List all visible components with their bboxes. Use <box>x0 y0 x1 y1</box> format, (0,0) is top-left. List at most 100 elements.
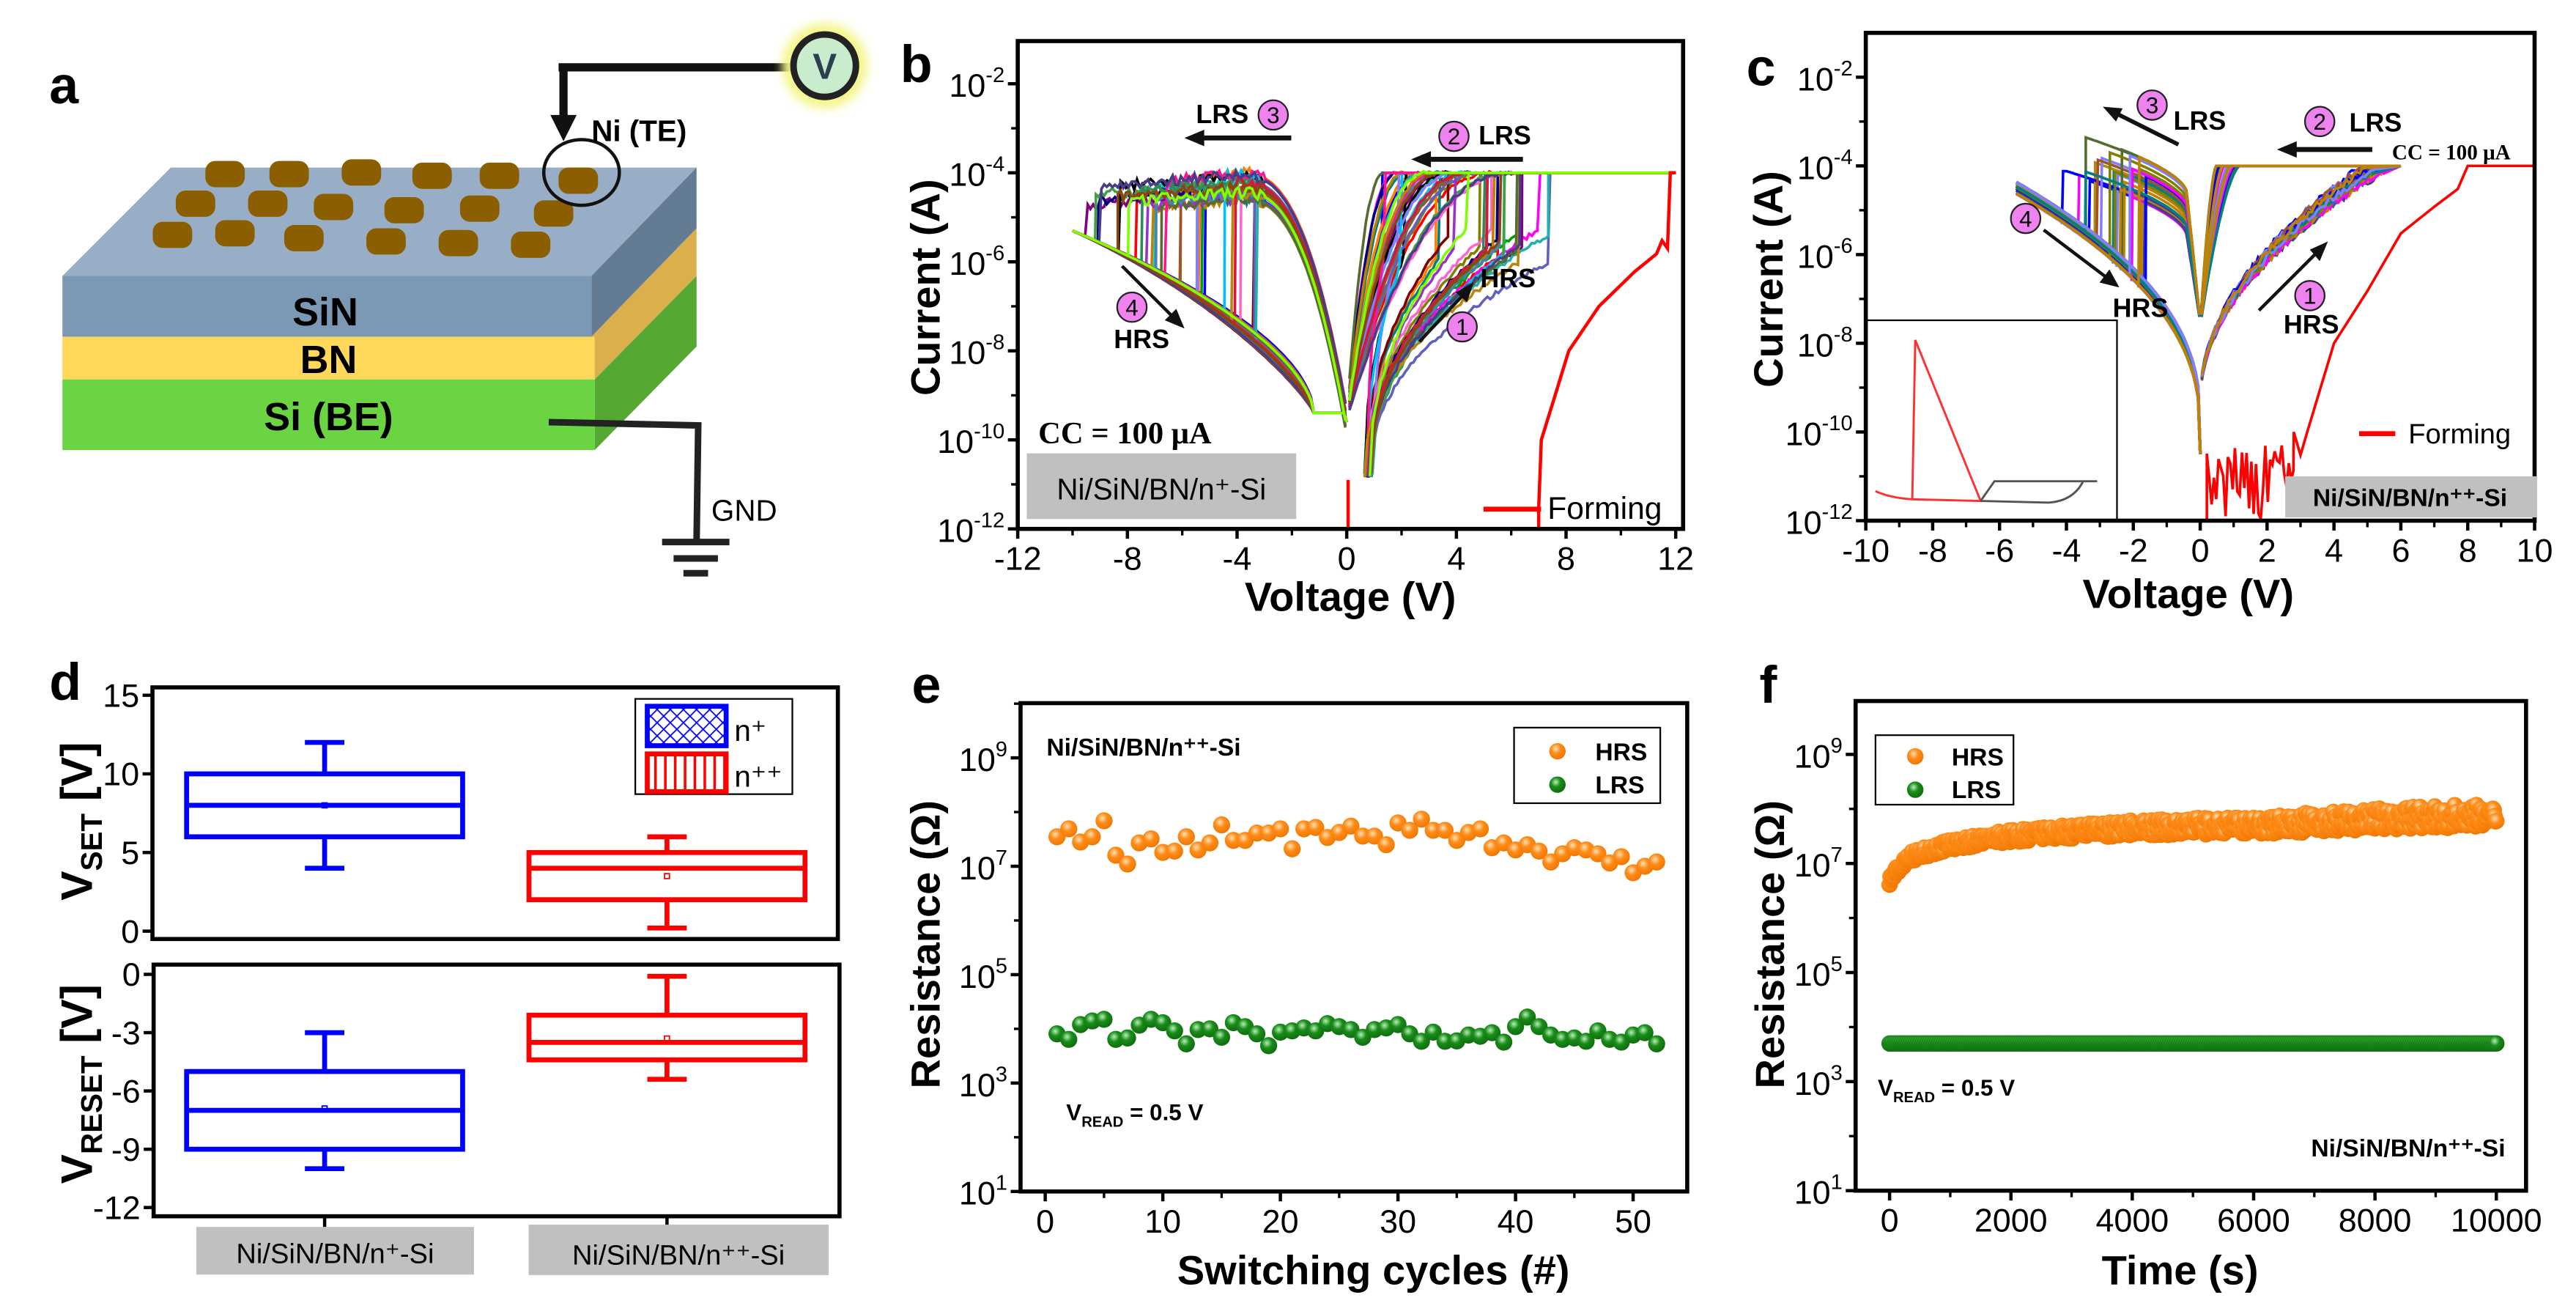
y-tick-exponent: 3 <box>996 1063 1007 1087</box>
retention-plot <box>1881 797 2505 1052</box>
arrow-step-1 <box>1418 289 1469 343</box>
device-label: Ni/SiN/BN/n⁺-Si <box>1056 472 1266 506</box>
annotation-lrs-2: LRS <box>1478 121 1531 150</box>
category-label-box <box>196 1227 474 1275</box>
arrow-step-4 <box>2043 228 2112 283</box>
inset-frame <box>1865 319 2118 522</box>
y-tick-label: 10-4 <box>949 153 1004 193</box>
step-4-number: 4 <box>1125 295 1138 320</box>
legend-label-lrs: LRS <box>1952 777 2001 804</box>
y-tick-label: 103 <box>1794 1062 1843 1102</box>
box <box>526 849 808 903</box>
x-axis-label: Time (s) <box>2102 1247 2259 1293</box>
lrs-reverse-curve <box>1348 169 1676 402</box>
lrs-point <box>1119 1029 1136 1047</box>
hrs-set-curve <box>2200 164 2402 377</box>
ni-electrode <box>412 162 452 189</box>
y-tick-exponent: -6 <box>1834 235 1853 258</box>
y-tick-label: 109 <box>959 738 1007 778</box>
x-tick-label: -8 <box>1113 540 1142 577</box>
ni-electrode <box>152 221 193 248</box>
x-tick-label: 4 <box>1447 540 1465 577</box>
y-tick-base: 10 <box>1797 326 1834 363</box>
x-tick-label: 2000 <box>1974 1202 2048 1239</box>
y-tick-exponent: -10 <box>1822 412 1853 435</box>
hrs-set-curve <box>1367 171 1676 478</box>
y-tick-label: 10-12 <box>937 509 1004 549</box>
lrs-reset-curve <box>2108 150 2201 316</box>
hrs-set-curve <box>2200 164 2402 378</box>
hrs-set-curve <box>2200 164 2402 377</box>
plot-frame <box>1015 39 1686 531</box>
step-2-number: 2 <box>2313 109 2325 135</box>
y-tick-base: 10 <box>1794 737 1831 775</box>
lrs-point <box>1424 1023 1442 1041</box>
lrs-point <box>1095 1011 1113 1028</box>
x-tick-label: 6 <box>2391 532 2410 569</box>
arrow-head <box>2099 269 2120 288</box>
device-label: Ni/SiN/BN/n⁺⁺-Si <box>2311 1135 2505 1162</box>
legend-label-n-plus: n⁺ <box>734 714 766 748</box>
y-tick-exponent: 7 <box>996 846 1007 870</box>
inset-switching-curve <box>1980 480 2098 504</box>
y-tick-label: 10-8 <box>1797 323 1853 363</box>
hrs-set-curve <box>2200 164 2402 378</box>
y-tick-label: 103 <box>959 1063 1007 1104</box>
inset-plot <box>1865 319 2118 522</box>
legend-marker-hrs <box>1549 742 1566 760</box>
panel-label-a: a <box>49 56 79 115</box>
x-tick-label: 0 <box>2191 532 2210 569</box>
arrow-head <box>1164 309 1185 329</box>
y-tick-label: 10-12 <box>1785 501 1853 541</box>
y-tick-label: 10-4 <box>1797 146 1853 186</box>
hrs-set-curve <box>2200 164 2402 377</box>
y-tick-exponent: 1 <box>1831 1170 1843 1194</box>
y-tick-base: 10 <box>1794 1174 1831 1211</box>
y-tick-label: 109 <box>1794 734 1843 775</box>
hrs-set-curve <box>2200 164 2402 380</box>
hrs-point <box>1342 817 1360 835</box>
set-plot-frame <box>150 685 840 942</box>
hrs-point <box>1471 820 1489 838</box>
y-tick-exponent: -2 <box>1834 57 1853 81</box>
x-tick-label: -10 <box>1842 532 1890 569</box>
step-3-badge <box>2136 89 2168 121</box>
hrs-return-curve <box>2015 185 2202 454</box>
lrs-point <box>1259 1037 1278 1055</box>
y-tick-exponent: 5 <box>1831 953 1843 976</box>
ni-electrode <box>215 220 255 247</box>
y-tick-label: 105 <box>1794 953 1843 993</box>
box <box>526 1012 808 1063</box>
hrs-point <box>1060 820 1078 838</box>
step-1-badge <box>1446 311 1478 343</box>
y-tick-base: 10 <box>1797 237 1834 275</box>
chart-title: Ni/SiN/BN/n⁺⁺-Si <box>1046 734 1240 761</box>
y-tick-base: 10 <box>959 958 996 995</box>
x-tick-label: -2 <box>2119 532 2148 569</box>
hrs-point <box>1377 835 1395 854</box>
ground-label: GND <box>711 493 777 527</box>
lrs-point <box>2488 1035 2505 1052</box>
y-tick-exponent: -12 <box>1822 501 1853 524</box>
arrow-head <box>2103 106 2123 122</box>
x-tick-label: -12 <box>994 540 1042 577</box>
hrs-point <box>1436 822 1454 839</box>
y-tick-exponent: -2 <box>985 64 1004 87</box>
lrs-point <box>1495 1033 1513 1051</box>
hrs-point <box>1366 827 1383 845</box>
mean-marker <box>321 1105 328 1112</box>
compliance-label: CC = 100 μA <box>1038 416 1212 451</box>
lrs-point <box>1636 1024 1654 1041</box>
hrs-point <box>1248 824 1266 842</box>
hrs-point <box>1648 853 1665 871</box>
read-voltage-label: VREAD = 0.5 V <box>1066 1100 1203 1131</box>
y-tick-base: 10 <box>959 1066 996 1104</box>
arrow-head <box>1455 282 1474 303</box>
lrs-reset-curve <box>1116 180 1347 415</box>
y-tick-base: 10 <box>959 849 996 887</box>
panel-label-f: f <box>1760 656 1778 715</box>
ni-electrode <box>558 167 599 194</box>
